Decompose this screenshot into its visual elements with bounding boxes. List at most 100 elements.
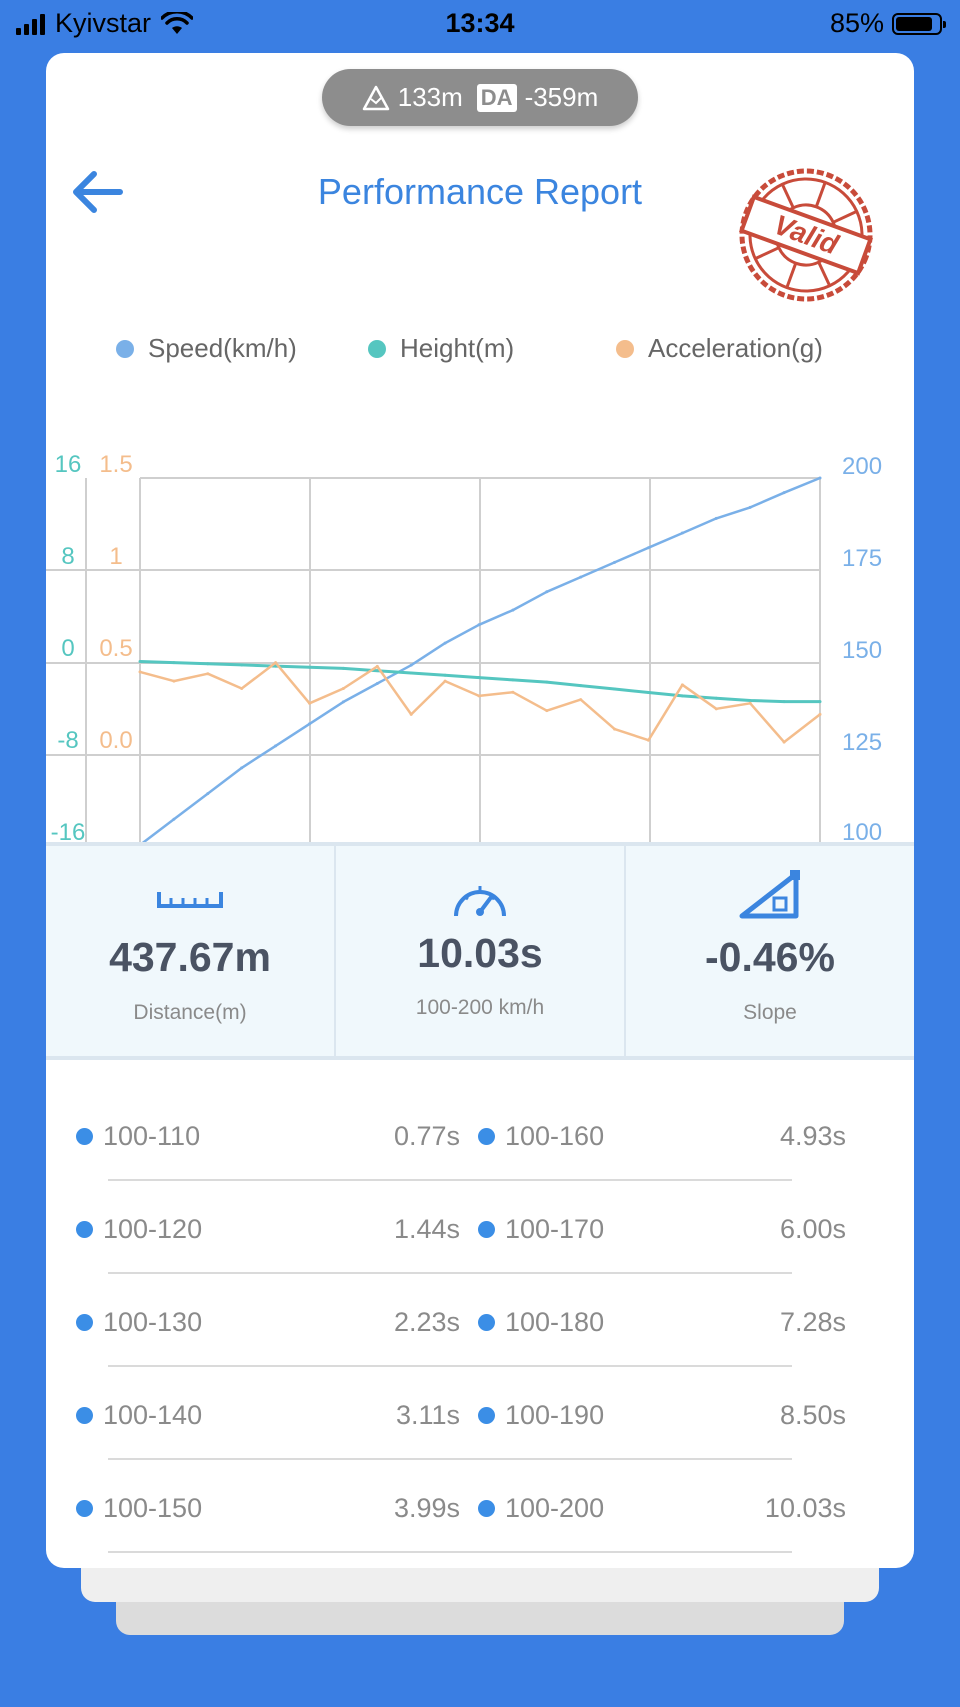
bullet-icon bbox=[478, 1314, 495, 1331]
status-left: Kyivstar bbox=[16, 8, 194, 39]
acceleration-data-point bbox=[307, 701, 311, 705]
height-tick-label: -16 bbox=[51, 819, 86, 846]
height-data-point bbox=[646, 690, 650, 694]
split-range: 100-110 bbox=[103, 1121, 201, 1151]
da-icon: DA bbox=[476, 83, 517, 112]
height-data-point bbox=[138, 660, 142, 663]
chart-legend: Speed(km/h) Height(m) Acceleration(g) bbox=[74, 333, 894, 373]
split-item: 100-130 2.23s bbox=[76, 1307, 460, 1338]
height-data-point bbox=[240, 663, 244, 667]
split-time: 0.77s bbox=[393, 1121, 460, 1151]
height-data-point bbox=[818, 700, 822, 704]
legend-acceleration[interactable]: Acceleration(g) bbox=[616, 333, 823, 364]
stats-panel: 437.67m Distance(m) 10.03s 100-200 km/h bbox=[46, 842, 914, 1060]
distance-value: 437.67m bbox=[109, 934, 271, 980]
speedometer-icon bbox=[336, 876, 624, 924]
split-range: 100-150 bbox=[103, 1493, 203, 1523]
split-item: 100-110 0.77s bbox=[76, 1121, 460, 1152]
speed-tick-label: 200 bbox=[842, 453, 882, 480]
status-bar: Kyivstar 13:34 85% bbox=[0, 0, 960, 50]
split-item: 100-120 1.44s bbox=[76, 1214, 460, 1245]
row-divider bbox=[108, 1179, 792, 1181]
split-time: 3.11s bbox=[395, 1400, 460, 1430]
speed-tick-label: 175 bbox=[842, 545, 882, 572]
split-time: 3.99s bbox=[393, 1493, 460, 1523]
height-tick-label: 0 bbox=[61, 635, 74, 662]
split-range: 100-130 bbox=[103, 1307, 203, 1337]
speed-data-point bbox=[443, 641, 447, 645]
split-row: 100-120 1.44s 100-170 6.00s bbox=[46, 1176, 914, 1274]
speed-data-point bbox=[172, 817, 176, 821]
height-tick-label: 8 bbox=[61, 543, 74, 570]
back-arrow-icon[interactable] bbox=[68, 167, 128, 217]
split-time: 6.00s bbox=[779, 1214, 846, 1244]
acceleration-data-point bbox=[206, 672, 210, 676]
density-altitude-group: DA -359m bbox=[476, 82, 598, 113]
speed-tick-label: 100 bbox=[842, 819, 882, 846]
height-data-point bbox=[477, 676, 481, 680]
height-data-point bbox=[579, 684, 583, 688]
clock: 13:34 bbox=[445, 8, 515, 38]
speed-data-point bbox=[748, 505, 752, 509]
altitude-group: 133m bbox=[362, 82, 463, 113]
bullet-icon bbox=[478, 1500, 495, 1517]
acceleration-data-point bbox=[579, 698, 583, 702]
split-time: 7.28s bbox=[779, 1307, 846, 1337]
split-item: 100-190 8.50s bbox=[478, 1400, 846, 1431]
speed-data-point bbox=[646, 546, 650, 550]
speed-data-point bbox=[375, 682, 379, 686]
split-item: 100-150 3.99s bbox=[76, 1493, 460, 1524]
acceleration-tick-label: 0.5 bbox=[99, 635, 132, 662]
height-data-point bbox=[206, 662, 210, 666]
height-data-point bbox=[172, 661, 176, 665]
height-tick-label: 16 bbox=[55, 451, 82, 478]
row-divider bbox=[108, 1458, 792, 1460]
split-row: 100-130 2.23s 100-180 7.28s bbox=[46, 1269, 914, 1367]
stat-slope: -0.46% Slope bbox=[626, 846, 914, 1056]
speed-data-point bbox=[782, 491, 786, 495]
split-item: 100-170 6.00s bbox=[478, 1214, 846, 1245]
legend-speed[interactable]: Speed(km/h) bbox=[116, 333, 297, 364]
bullet-icon bbox=[478, 1128, 495, 1145]
time-value: 10.03s bbox=[417, 930, 543, 976]
speed-data-point bbox=[307, 722, 311, 726]
time-label: 100-200 km/h bbox=[415, 996, 545, 1019]
wifi-icon bbox=[161, 11, 194, 34]
bullet-icon bbox=[76, 1500, 93, 1517]
legend-height[interactable]: Height(m) bbox=[368, 333, 514, 364]
height-data-point bbox=[341, 666, 345, 670]
status-right: 85% bbox=[830, 8, 946, 39]
row-divider bbox=[108, 1272, 792, 1274]
signal-icon bbox=[16, 13, 45, 35]
split-range: 100-190 bbox=[505, 1400, 605, 1430]
acceleration-data-point bbox=[172, 679, 176, 683]
speed-data-point bbox=[680, 531, 684, 535]
acceleration-data-point bbox=[818, 712, 822, 716]
acceleration-tick-label: 1.5 bbox=[99, 451, 132, 478]
battery-icon bbox=[892, 12, 946, 35]
acceleration-data-point bbox=[646, 738, 650, 742]
height-data-point bbox=[748, 698, 752, 702]
acceleration-data-point bbox=[714, 707, 718, 711]
speed-data-point bbox=[240, 766, 244, 770]
speed-data-point bbox=[545, 590, 549, 594]
legend-height-dot bbox=[368, 339, 386, 358]
height-data-point bbox=[714, 696, 718, 700]
split-range: 100-180 bbox=[505, 1307, 605, 1337]
speed-data-point bbox=[818, 476, 822, 480]
speed-data-point bbox=[341, 700, 345, 704]
split-range: 100-140 bbox=[103, 1400, 203, 1430]
height-data-point bbox=[375, 669, 379, 673]
legend-height-label: Height(m) bbox=[400, 333, 515, 363]
bullet-icon bbox=[478, 1407, 495, 1424]
split-item: 100-140 3.11s bbox=[76, 1400, 460, 1431]
page-title: Performance Report bbox=[317, 171, 643, 212]
speed-data-point bbox=[511, 608, 515, 612]
legend-speed-dot bbox=[116, 339, 134, 358]
ruler-icon bbox=[46, 876, 334, 924]
legend-speed-label: Speed(km/h) bbox=[148, 333, 297, 363]
bullet-icon bbox=[76, 1314, 93, 1331]
height-data-point bbox=[782, 700, 786, 704]
split-item: 100-160 4.93s bbox=[478, 1121, 846, 1152]
slope-value: -0.46% bbox=[705, 934, 835, 980]
